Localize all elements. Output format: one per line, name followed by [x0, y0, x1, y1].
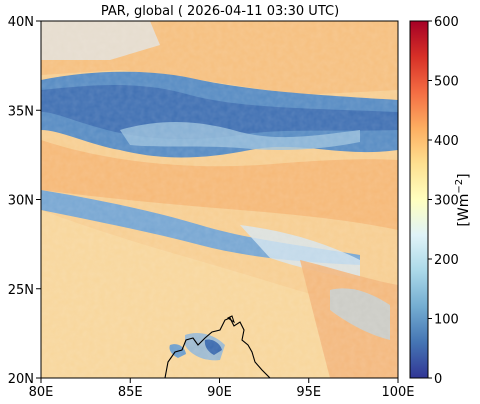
colorbar-tick-label: 0 [434, 372, 442, 387]
colorbar-tick-label: 600 [434, 15, 459, 30]
map-title: PAR, global ( 2026-04-11 03:30 UTC) [101, 4, 339, 19]
colorbar-ticks: 0 100 200 300 400 500 600 [428, 15, 459, 387]
x-tick-label: 100E [381, 385, 414, 400]
y-tick-label: 40N [8, 15, 34, 30]
y-tick-label: 25N [8, 283, 34, 298]
y-axis: 40N 35N 30N 25N 20N [8, 15, 41, 387]
colorbar-tick-label: 200 [434, 253, 459, 268]
colorbar-tick-label: 500 [434, 75, 459, 90]
y-tick-label: 35N [8, 104, 34, 119]
y-tick-label: 30N [8, 194, 34, 209]
x-tick-label: 85E [118, 385, 143, 400]
colorbar [409, 20, 429, 379]
colorbar-tick-label: 400 [434, 134, 459, 149]
x-tick-label: 90E [207, 385, 232, 400]
y-tick-label: 20N [8, 372, 34, 387]
x-tick-label: 95E [296, 385, 321, 400]
x-tick-label: 80E [29, 385, 54, 400]
colorbar-tick-label: 100 [434, 313, 459, 328]
coastline [164, 317, 271, 378]
x-axis: 80E 85E 90E 95E 100E [29, 378, 415, 400]
par-field [41, 21, 398, 378]
colorbar-tick-label: 300 [434, 194, 459, 209]
colorbar-label: [Wm−2] [454, 173, 472, 226]
